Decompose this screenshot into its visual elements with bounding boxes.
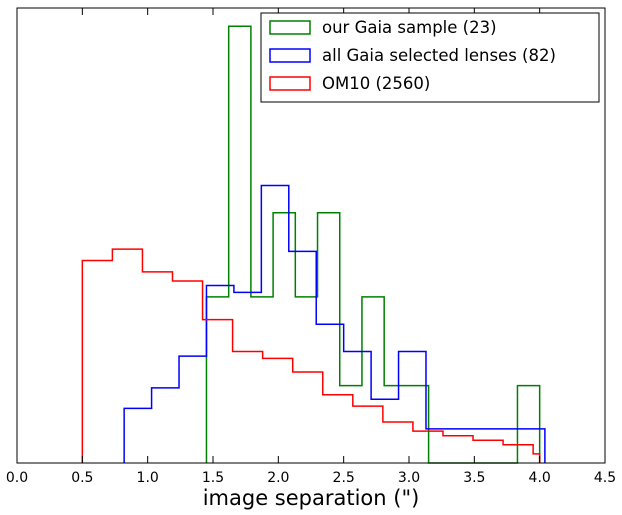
x-axis-title: image separation ("): [203, 486, 420, 510]
series-line-1: [123, 184, 546, 463]
bar-1-3: [206, 286, 233, 463]
bar-1-9: [371, 399, 398, 463]
bar-0-5: [318, 213, 340, 463]
legend: our Gaia sample (23) all Gaia selected le…: [260, 12, 600, 103]
x-tick-label: 0.0: [6, 470, 28, 486]
series-2: [81, 248, 541, 463]
legend-swatch-1: [269, 48, 311, 63]
legend-box: [260, 12, 600, 103]
bar-2-9: [353, 406, 383, 463]
bar-2-2: [142, 272, 172, 463]
bar-2-15: [533, 454, 540, 463]
bar-1-8: [344, 352, 371, 463]
x-tick-label: 3.5: [463, 470, 485, 486]
bar-1-1: [152, 388, 179, 463]
bar-2-12: [443, 436, 473, 463]
bar-1-0: [124, 408, 151, 463]
x-tick-label: 1.5: [202, 470, 224, 486]
x-tick-label: 2.5: [333, 470, 355, 486]
bar-1-10: [399, 352, 426, 463]
x-ticks: 0.0 0.5 1.0 1.5 2.0 2.5 3.0 3.5 4.0 4.5: [6, 8, 616, 486]
bar-2-7: [293, 372, 323, 463]
legend-label-1: all Gaia selected lenses (82): [322, 46, 556, 65]
series-line-2: [81, 248, 541, 463]
x-tick-label: 2.0: [267, 470, 289, 486]
bar-0-2: [251, 297, 273, 463]
bar-1-4: [234, 292, 261, 463]
bar-0-4: [295, 297, 317, 463]
bar-1-5: [261, 185, 288, 463]
bar-2-13: [473, 440, 503, 463]
x-tick-label: 4.0: [529, 470, 551, 486]
plot-frame: [16, 7, 606, 464]
legend-swatch-2: [269, 76, 311, 91]
bar-0-7: [362, 297, 384, 463]
bar-2-1: [112, 249, 142, 463]
x-tick-label: 3.0: [398, 470, 420, 486]
bar-1-2: [179, 356, 206, 463]
bar-0-6: [340, 386, 362, 463]
legend-swatch-0: [269, 20, 311, 35]
bar-2-6: [263, 358, 293, 463]
x-tick-label: 4.5: [594, 470, 616, 486]
bar-1-6: [289, 251, 316, 463]
bar-1-11: [426, 429, 453, 463]
bar-0-0: [206, 297, 228, 463]
bar-0-1: [229, 26, 251, 463]
series-1: [123, 184, 546, 463]
bar-1-14: [508, 429, 535, 463]
bar-0-3: [273, 213, 295, 463]
bar-2-10: [383, 422, 413, 463]
legend-label-2: OM10 (2560): [322, 74, 430, 93]
bar-2-5: [233, 352, 263, 463]
legend-label-0: our Gaia sample (23): [322, 18, 497, 37]
bar-2-3: [172, 281, 202, 463]
bar-1-12: [453, 429, 480, 463]
bar-2-0: [82, 261, 112, 463]
bar-0-14: [517, 386, 539, 463]
bar-2-8: [323, 395, 353, 463]
bar-1-13: [481, 429, 508, 463]
bar-0-8: [384, 386, 406, 463]
x-tick-label: 0.5: [71, 470, 93, 486]
x-tick-label: 1.0: [137, 470, 159, 486]
